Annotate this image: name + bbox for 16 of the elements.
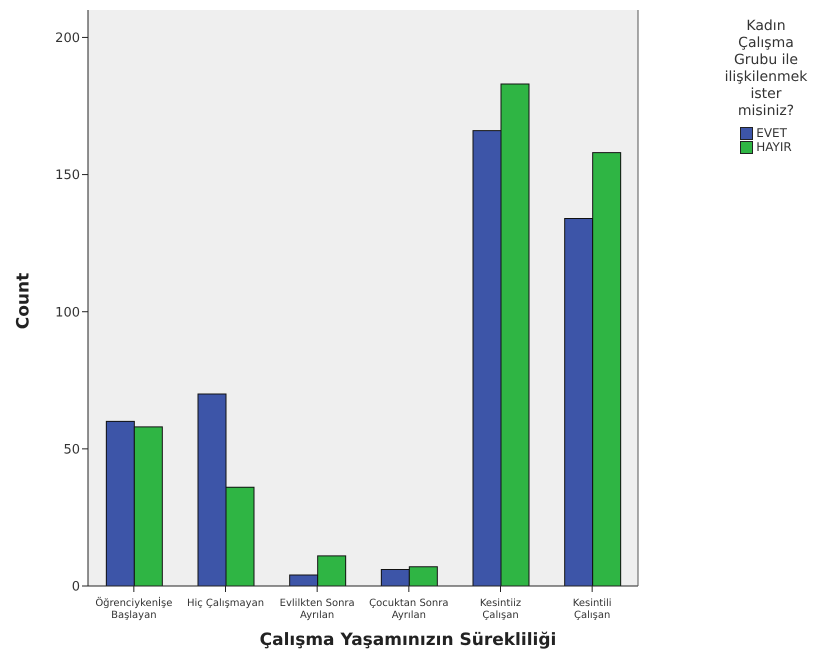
x-tick-label: Evlilkten Sonra Ayrılan — [280, 598, 355, 621]
y-tick-label: 200 — [55, 31, 80, 46]
y-tick-label: 50 — [63, 442, 80, 458]
x-tick-label: Hiç Çalışmayan — [186, 598, 264, 609]
x-tick-label: Kesintiiz Çalışan — [480, 598, 522, 621]
legend-label: HAYIR — [755, 140, 792, 154]
legend-title: Kadın Çalışma Grubu ile ilişkilenmek ister misiniz? — [724, 18, 808, 120]
x-tick-label: Öğrenciykenİşe Başlayan — [95, 596, 172, 621]
legend-label: EVET — [755, 126, 788, 140]
x-axis-title: Çalışma Yaşamınızın Sürekliliği — [258, 630, 558, 650]
x-tick-label: Kesintili Çalışan — [572, 598, 612, 621]
y-tick-label: 100 — [55, 305, 80, 320]
y-tick-label: 0 — [72, 580, 80, 595]
x-tick-label: Çocuktan Sonra Ayrılan — [369, 598, 449, 621]
y-axis-title: Count — [13, 272, 33, 330]
y-tick-label: 150 — [55, 168, 80, 184]
